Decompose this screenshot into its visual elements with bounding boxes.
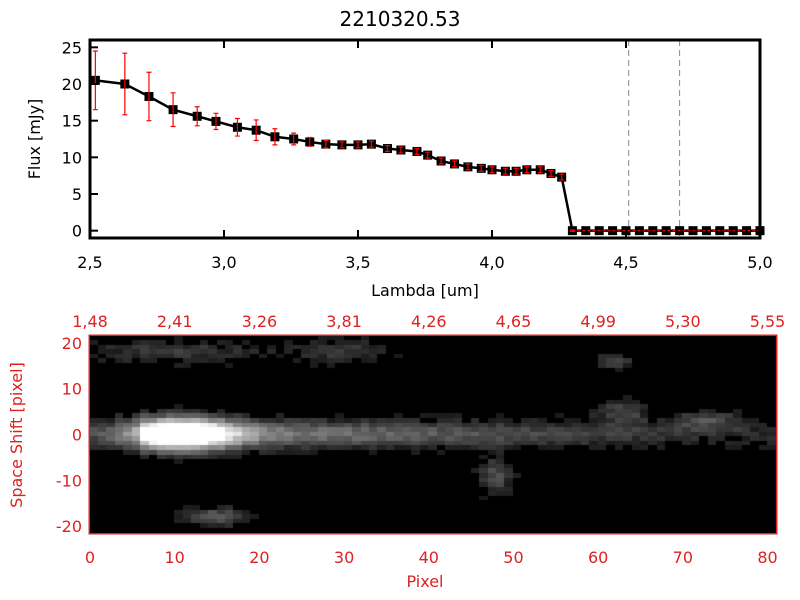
top-x-tick-label: 4,65 [496, 312, 532, 331]
x-tick-label: 30 [334, 548, 354, 567]
y-tick-label: 0 [72, 426, 82, 445]
top-x-tick-label: 4,26 [411, 312, 447, 331]
error-bar [548, 169, 554, 177]
error-bar [438, 157, 444, 165]
data-point [701, 226, 711, 236]
error-bar [339, 141, 345, 149]
top-x-tick-label: 5,30 [665, 312, 701, 331]
y-tick-label: 20 [62, 334, 82, 353]
top-plot-frame [88, 38, 762, 240]
error-bar [502, 167, 508, 175]
error-bar [384, 145, 390, 153]
x-axis-label: Lambda [um] [371, 281, 479, 300]
error-bar [213, 112, 219, 131]
error-bar [122, 52, 128, 116]
error-bar [170, 92, 176, 128]
x-tick-label: 50 [503, 548, 523, 567]
x-tick-label: 4,0 [479, 253, 504, 272]
y-tick-label: 10 [62, 148, 82, 167]
error-bar [524, 166, 530, 174]
error-bar [355, 141, 361, 149]
chart-title: 2210320.53 [340, 7, 461, 31]
error-bar [559, 173, 565, 181]
error-bar [513, 167, 519, 175]
top-x-tick-label: 2,41 [157, 312, 193, 331]
data-point [661, 226, 671, 236]
error-bar [194, 106, 200, 127]
error-bar [368, 140, 374, 148]
x-tick-label: 5,0 [747, 253, 772, 272]
top-x-tick-label: 4,99 [580, 312, 616, 331]
spectrum-image [90, 336, 776, 533]
data-point [742, 226, 752, 236]
top-x-tick-label: 5,55 [750, 312, 786, 331]
x-tick-label: 2,5 [77, 253, 102, 272]
error-bar [489, 166, 495, 174]
y-axis-label: Flux [mJy] [25, 99, 44, 180]
top-x-tick-label: 3,81 [326, 312, 362, 331]
x-tick-label: 3,0 [211, 253, 236, 272]
y-tick-label: -20 [56, 517, 82, 536]
error-bar [291, 132, 297, 146]
error-bar [323, 139, 329, 149]
error-bar [92, 50, 98, 111]
x-tick-label: 20 [249, 548, 269, 567]
error-bar [307, 136, 313, 147]
error-bar [537, 166, 543, 174]
x-tick-label: 3,5 [345, 253, 370, 272]
error-bar [234, 117, 240, 137]
x-axis-label: Pixel [406, 572, 443, 591]
error-bar [465, 163, 471, 171]
error-bar [398, 146, 404, 154]
y-tick-label: 10 [62, 380, 82, 399]
x-tick-label: 40 [419, 548, 439, 567]
error-bar [253, 119, 259, 142]
x-tick-label: 4,5 [613, 253, 638, 272]
y-tick-label: 25 [62, 38, 82, 57]
x-tick-label: 80 [757, 548, 777, 567]
error-bar [478, 164, 484, 172]
error-bar [414, 147, 420, 155]
x-tick-label: 0 [85, 548, 95, 567]
top-x-tick-label: 3,26 [242, 312, 278, 331]
y-tick-label: -10 [56, 471, 82, 490]
data-point [581, 226, 591, 236]
x-tick-label: 10 [165, 548, 185, 567]
x-tick-label: 60 [588, 548, 608, 567]
error-bar [425, 151, 431, 159]
y-tick-label: 5 [72, 185, 82, 204]
x-tick-label: 70 [673, 548, 693, 567]
error-bar [272, 128, 278, 146]
y-tick-label: 20 [62, 75, 82, 94]
y-tick-label: 15 [62, 112, 82, 131]
y-axis-label: Space Shift [pixel] [7, 362, 26, 508]
error-bar [451, 160, 457, 168]
y-tick-label: 0 [72, 222, 82, 241]
top-x-tick-label: 1,48 [72, 312, 108, 331]
error-bar [146, 71, 152, 122]
